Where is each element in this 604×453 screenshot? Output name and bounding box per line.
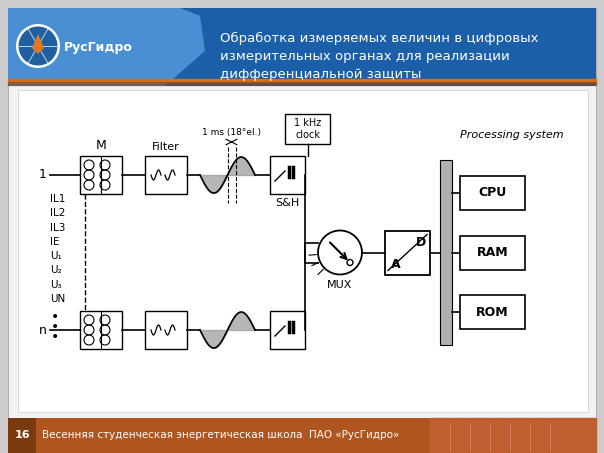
FancyBboxPatch shape [460, 176, 525, 210]
Polygon shape [8, 8, 205, 86]
FancyBboxPatch shape [80, 311, 122, 349]
Text: UN: UN [50, 294, 65, 304]
FancyBboxPatch shape [145, 156, 187, 194]
Text: ROM: ROM [476, 305, 509, 318]
Text: 16: 16 [14, 430, 30, 440]
Text: M: M [95, 139, 106, 152]
Text: A: A [391, 258, 400, 271]
FancyBboxPatch shape [460, 295, 525, 329]
Text: Processing system: Processing system [460, 130, 564, 140]
Text: n: n [39, 323, 47, 337]
Text: •: • [51, 310, 59, 324]
Text: Весенняя студенческая энергетическая школа  ПАО «РусГидро»: Весенняя студенческая энергетическая шко… [42, 430, 399, 440]
Text: IL1: IL1 [50, 194, 65, 204]
Text: Filter: Filter [152, 142, 180, 152]
Circle shape [18, 26, 58, 66]
Circle shape [318, 231, 362, 275]
FancyBboxPatch shape [285, 114, 330, 144]
Text: Обработка измеряемых величин в цифровых
измерительных органах для реализации
диф: Обработка измеряемых величин в цифровых … [220, 32, 539, 81]
FancyBboxPatch shape [460, 236, 525, 270]
Text: •: • [51, 330, 59, 344]
Text: 1 ms (18°el.): 1 ms (18°el.) [202, 128, 261, 137]
Text: U₂: U₂ [50, 265, 62, 275]
Text: 1 kHz
clock: 1 kHz clock [294, 118, 321, 140]
Text: CPU: CPU [478, 187, 507, 199]
Text: MUX: MUX [327, 280, 353, 290]
FancyBboxPatch shape [18, 90, 588, 412]
Text: РусГидро: РусГидро [64, 42, 133, 54]
FancyBboxPatch shape [8, 418, 36, 453]
Text: •: • [51, 320, 59, 334]
FancyBboxPatch shape [270, 311, 305, 349]
FancyBboxPatch shape [8, 8, 596, 445]
FancyBboxPatch shape [8, 8, 596, 86]
FancyBboxPatch shape [145, 311, 187, 349]
Text: RAM: RAM [477, 246, 509, 259]
FancyBboxPatch shape [8, 418, 596, 453]
FancyBboxPatch shape [270, 156, 305, 194]
Circle shape [347, 260, 353, 265]
Text: IE: IE [50, 237, 60, 247]
Text: 1: 1 [39, 169, 47, 182]
Text: U₃: U₃ [50, 280, 62, 289]
FancyBboxPatch shape [80, 156, 122, 194]
Text: D: D [416, 236, 426, 249]
FancyBboxPatch shape [385, 231, 430, 275]
Text: IL2: IL2 [50, 208, 65, 218]
Circle shape [16, 24, 60, 68]
Text: S&H: S&H [275, 198, 300, 208]
Text: U₁: U₁ [50, 251, 62, 261]
Polygon shape [32, 34, 44, 54]
Text: IL3: IL3 [50, 222, 65, 232]
FancyBboxPatch shape [440, 160, 452, 345]
